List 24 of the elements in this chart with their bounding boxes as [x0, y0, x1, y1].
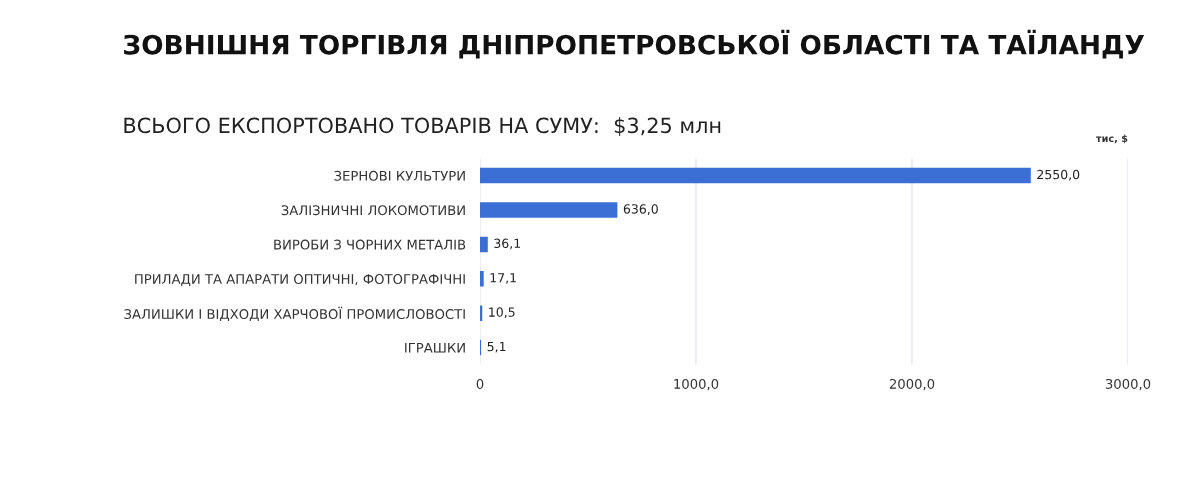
bar [480, 167, 1031, 184]
y-tick-label: ВИРОБИ З ЧОРНИХ МЕТАЛІВ [274, 239, 466, 250]
bar [480, 305, 483, 321]
data-label: 5,1 [487, 341, 506, 353]
x-tick-label: 1000,0 [674, 378, 719, 391]
y-tick-label: ЗАЛІЗНИЧНІ ЛОКОМОТИВИ [281, 205, 465, 216]
x-tick-label: 3000,0 [1105, 378, 1151, 391]
data-label: 36,1 [494, 238, 521, 250]
bar [480, 202, 618, 218]
bar [480, 236, 488, 253]
y-tick-label: ЗЕРНОВІ КУЛЬТУРИ [334, 170, 465, 181]
x-tick-label: 0 [476, 378, 484, 389]
y-tick-label: ЗАЛИШКИ І ВІДХОДИ ХАРЧОВОЇ ПРОМИСЛОВОСТІ [124, 306, 465, 321]
x-axis-title: тис, $ [1095, 134, 1128, 144]
bar [480, 271, 484, 287]
y-tick-label: ІГРАШКИ [405, 342, 465, 353]
chart-title: ЗОВНІШНЯ ТОРГІВЛЯ ДНІПРОПЕТРОВСЬКОЇ ОБЛАСТІ ТА ТАЇЛАНДУ [124, 29, 1145, 59]
data-label: 17,1 [490, 273, 516, 284]
chart-subtitle: ВСЬОГО ЕКСПОРТОВАНО ТОВАРІВ НА СУМУ: $3,25 млн [124, 117, 721, 137]
x-tick-label: 2000,0 [889, 378, 935, 391]
data-label: 636,0 [623, 204, 658, 215]
data-label: 2550,0 [1037, 169, 1080, 181]
y-tick-label: ПРИЛАДИ ТА АПАРАТИ ОПТИЧНІ, ФОТОГРАФІЧНІ [135, 274, 465, 286]
data-label: 10,5 [489, 307, 515, 319]
